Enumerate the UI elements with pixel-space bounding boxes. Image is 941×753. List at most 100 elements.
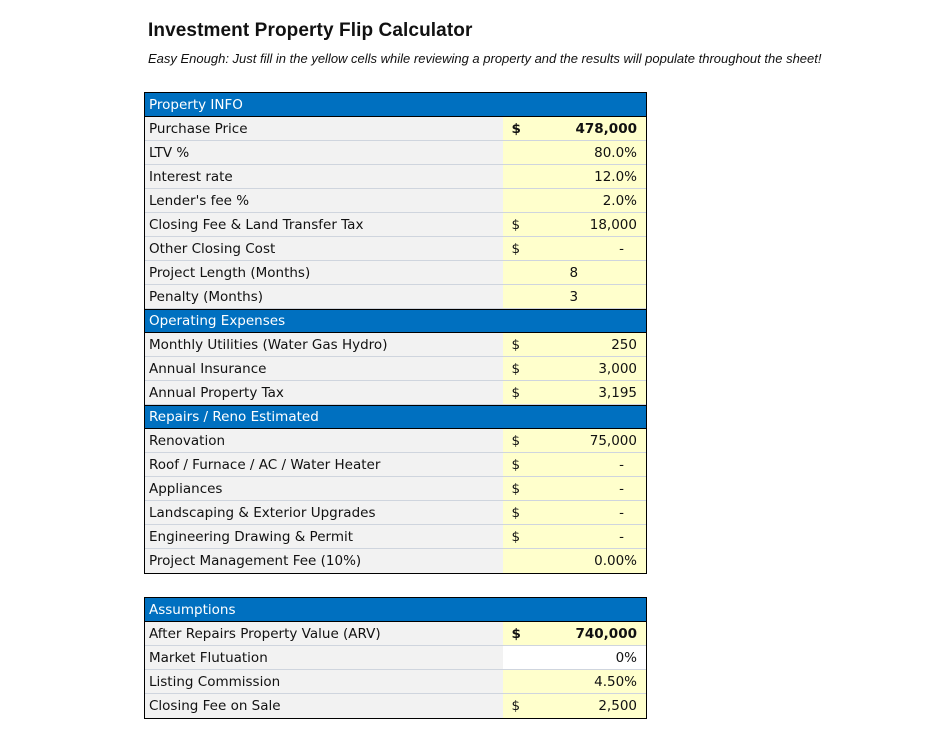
table-row-market-fluctuation: Market Flutuation 0% bbox=[145, 646, 646, 670]
row-label: Annual Insurance bbox=[145, 357, 504, 380]
page-title: Investment Property Flip Calculator bbox=[148, 20, 473, 41]
cell-value: 0.00% bbox=[594, 553, 637, 569]
currency-symbol: $ bbox=[511, 120, 521, 137]
currency-symbol: $ bbox=[511, 240, 521, 257]
currency-symbol: $ bbox=[511, 480, 521, 497]
lender-fee-cell[interactable]: 2.0% bbox=[503, 189, 646, 212]
cell-value: - bbox=[619, 504, 624, 521]
page-subtitle: Easy Enough: Just fill in the yellow cel… bbox=[148, 51, 822, 66]
assumptions-table: Assumptions After Repairs Property Value… bbox=[144, 597, 647, 719]
section-header-assumptions: Assumptions bbox=[145, 598, 646, 622]
cell-value: 18,000 bbox=[589, 216, 637, 233]
project-length-cell[interactable]: 8 bbox=[503, 261, 646, 284]
ltv-cell[interactable]: 80.0% bbox=[503, 141, 646, 164]
section-header-repairs: Repairs / Reno Estimated bbox=[145, 405, 646, 429]
cell-value: - bbox=[619, 456, 624, 473]
currency-symbol: $ bbox=[511, 216, 521, 233]
section-header-operating-expenses: Operating Expenses bbox=[145, 309, 646, 333]
row-label: Lender's fee % bbox=[145, 189, 504, 212]
table-row-annual-insurance: Annual Insurance $ 3,000 bbox=[145, 357, 646, 381]
cell-value: - bbox=[619, 240, 624, 257]
row-label: Project Management Fee (10%) bbox=[145, 549, 504, 573]
currency-symbol: $ bbox=[511, 360, 521, 377]
cell-value: 4.50% bbox=[594, 673, 637, 690]
currency-symbol: $ bbox=[511, 336, 521, 353]
row-label: Landscaping & Exterior Upgrades bbox=[145, 501, 504, 524]
row-label: Other Closing Cost bbox=[145, 237, 504, 260]
listing-commission-cell[interactable]: 4.50% bbox=[503, 670, 646, 693]
roof-furnace-cell[interactable]: $ - bbox=[503, 453, 646, 476]
table-row-project-management-fee: Project Management Fee (10%) 0.00% bbox=[145, 549, 646, 573]
cell-value: 12.0% bbox=[594, 168, 637, 185]
row-label: Appliances bbox=[145, 477, 504, 500]
table-row-listing-commission: Listing Commission 4.50% bbox=[145, 670, 646, 694]
project-management-fee-cell[interactable]: 0.00% bbox=[503, 549, 646, 573]
currency-symbol: $ bbox=[511, 456, 521, 473]
cell-value: 3,000 bbox=[598, 360, 637, 377]
cell-value: 250 bbox=[611, 336, 637, 353]
row-label: Purchase Price bbox=[145, 117, 504, 140]
table-row-appliances: Appliances $ - bbox=[145, 477, 646, 501]
arv-cell[interactable]: $ 740,000 bbox=[503, 622, 646, 645]
annual-insurance-cell[interactable]: $ 3,000 bbox=[503, 357, 646, 380]
appliances-cell[interactable]: $ - bbox=[503, 477, 646, 500]
section-header-property-info: Property INFO bbox=[145, 93, 646, 117]
landscaping-cell[interactable]: $ - bbox=[503, 501, 646, 524]
table-row-annual-property-tax: Annual Property Tax $ 3,195 bbox=[145, 381, 646, 405]
row-label: Project Length (Months) bbox=[145, 261, 504, 284]
row-label: Renovation bbox=[145, 429, 504, 452]
cell-value: 2.0% bbox=[602, 192, 637, 209]
table-row-purchase-price: Purchase Price $ 478,000 bbox=[145, 117, 646, 141]
row-label: LTV % bbox=[145, 141, 504, 164]
currency-symbol: $ bbox=[511, 504, 521, 521]
row-label: Roof / Furnace / AC / Water Heater bbox=[145, 453, 504, 476]
other-closing-cost-cell[interactable]: $ - bbox=[503, 237, 646, 260]
cell-value: 75,000 bbox=[589, 432, 637, 449]
cell-value: - bbox=[619, 480, 624, 497]
renovation-cell[interactable]: $ 75,000 bbox=[503, 429, 646, 452]
table-row-penalty: Penalty (Months) 3 bbox=[145, 285, 646, 309]
property-table: Property INFO Purchase Price $ 478,000 L… bbox=[144, 92, 647, 574]
cell-value: 80.0% bbox=[594, 144, 637, 161]
currency-symbol: $ bbox=[511, 528, 521, 545]
row-label: Annual Property Tax bbox=[145, 381, 504, 404]
penalty-cell[interactable]: 3 bbox=[503, 285, 646, 308]
row-label: Listing Commission bbox=[145, 670, 504, 693]
table-row-closing-fee: Closing Fee & Land Transfer Tax $ 18,000 bbox=[145, 213, 646, 237]
cell-value: 740,000 bbox=[575, 625, 638, 642]
closing-fee-sale-cell[interactable]: $ 2,500 bbox=[503, 694, 646, 718]
table-row-landscaping: Landscaping & Exterior Upgrades $ - bbox=[145, 501, 646, 525]
currency-symbol: $ bbox=[511, 625, 521, 642]
table-row-interest-rate: Interest rate 12.0% bbox=[145, 165, 646, 189]
cell-value: - bbox=[619, 528, 624, 545]
cell-value: 0% bbox=[615, 649, 637, 666]
engineering-cell[interactable]: $ - bbox=[503, 525, 646, 548]
table-row-renovation: Renovation $ 75,000 bbox=[145, 429, 646, 453]
interest-rate-cell[interactable]: 12.0% bbox=[503, 165, 646, 188]
row-label: Closing Fee & Land Transfer Tax bbox=[145, 213, 504, 236]
currency-symbol: $ bbox=[511, 432, 521, 449]
currency-symbol: $ bbox=[511, 698, 521, 714]
table-row-ltv: LTV % 80.0% bbox=[145, 141, 646, 165]
closing-fee-cell[interactable]: $ 18,000 bbox=[503, 213, 646, 236]
row-label: Interest rate bbox=[145, 165, 504, 188]
cell-value: 3,195 bbox=[598, 384, 637, 401]
currency-symbol: $ bbox=[511, 384, 521, 401]
market-fluctuation-cell[interactable]: 0% bbox=[503, 646, 646, 669]
purchase-price-cell[interactable]: $ 478,000 bbox=[503, 117, 646, 140]
row-label: Engineering Drawing & Permit bbox=[145, 525, 504, 548]
table-row-monthly-utilities: Monthly Utilities (Water Gas Hydro) $ 25… bbox=[145, 333, 646, 357]
table-row-lender-fee: Lender's fee % 2.0% bbox=[145, 189, 646, 213]
monthly-utilities-cell[interactable]: $ 250 bbox=[503, 333, 646, 356]
table-row-engineering: Engineering Drawing & Permit $ - bbox=[145, 525, 646, 549]
cell-value: 3 bbox=[569, 288, 579, 305]
table-row-roof-furnace: Roof / Furnace / AC / Water Heater $ - bbox=[145, 453, 646, 477]
row-label: Penalty (Months) bbox=[145, 285, 504, 308]
cell-value: 8 bbox=[569, 264, 579, 281]
row-label: Monthly Utilities (Water Gas Hydro) bbox=[145, 333, 504, 356]
row-label: After Repairs Property Value (ARV) bbox=[145, 622, 504, 645]
table-row-other-closing-cost: Other Closing Cost $ - bbox=[145, 237, 646, 261]
cell-value: 478,000 bbox=[575, 120, 638, 137]
table-row-arv: After Repairs Property Value (ARV) $ 740… bbox=[145, 622, 646, 646]
annual-property-tax-cell[interactable]: $ 3,195 bbox=[503, 381, 646, 404]
